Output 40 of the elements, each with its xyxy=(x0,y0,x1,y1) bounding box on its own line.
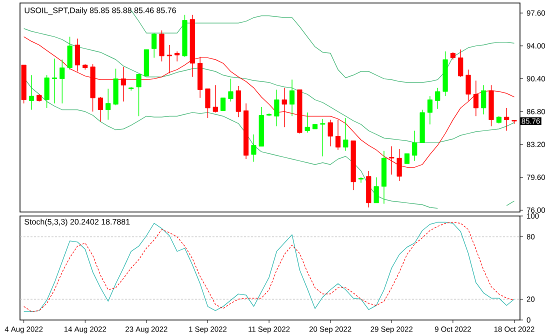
candlestick xyxy=(98,96,104,122)
candlestick xyxy=(358,176,364,184)
chart-title: Stoch(5,3,3) 20.2402 18.7881 xyxy=(24,218,130,226)
candlestick xyxy=(343,118,348,152)
candlestick xyxy=(335,119,341,150)
candlestick xyxy=(212,84,218,113)
candlestick xyxy=(427,96,433,125)
candlestick xyxy=(174,51,180,62)
candlestick xyxy=(466,69,471,101)
candlestick xyxy=(289,79,295,117)
candlestick xyxy=(374,176,379,204)
candlestick xyxy=(458,49,464,78)
candlestick xyxy=(166,44,172,74)
candlestick xyxy=(481,84,486,115)
text: USOIL_SPT,Daily 85.85 85.88 85.46 85.76 xyxy=(24,7,176,15)
candlestick xyxy=(28,74,34,110)
candlestick xyxy=(228,78,234,102)
candlestick xyxy=(60,59,65,104)
candlestick xyxy=(44,74,50,108)
candlestick xyxy=(304,112,310,133)
candlestick xyxy=(136,74,142,117)
candlestick xyxy=(504,108,510,132)
candlestick xyxy=(120,66,126,102)
candlestick xyxy=(412,130,418,162)
candlestick xyxy=(106,88,111,120)
candlestick xyxy=(274,89,280,127)
candlestick xyxy=(435,88,440,110)
candlestick xyxy=(205,88,210,118)
candlestick xyxy=(473,80,478,117)
candlestick xyxy=(320,118,326,157)
candlestick xyxy=(52,58,58,104)
candlestick xyxy=(404,153,410,164)
candlestick xyxy=(251,134,256,162)
candlestick xyxy=(159,30,164,62)
candlestick xyxy=(282,88,287,128)
candlestick xyxy=(328,119,333,147)
candlestick xyxy=(220,98,226,112)
candlestick xyxy=(67,36,72,70)
candlestick xyxy=(236,86,241,118)
candlestick xyxy=(152,32,157,58)
